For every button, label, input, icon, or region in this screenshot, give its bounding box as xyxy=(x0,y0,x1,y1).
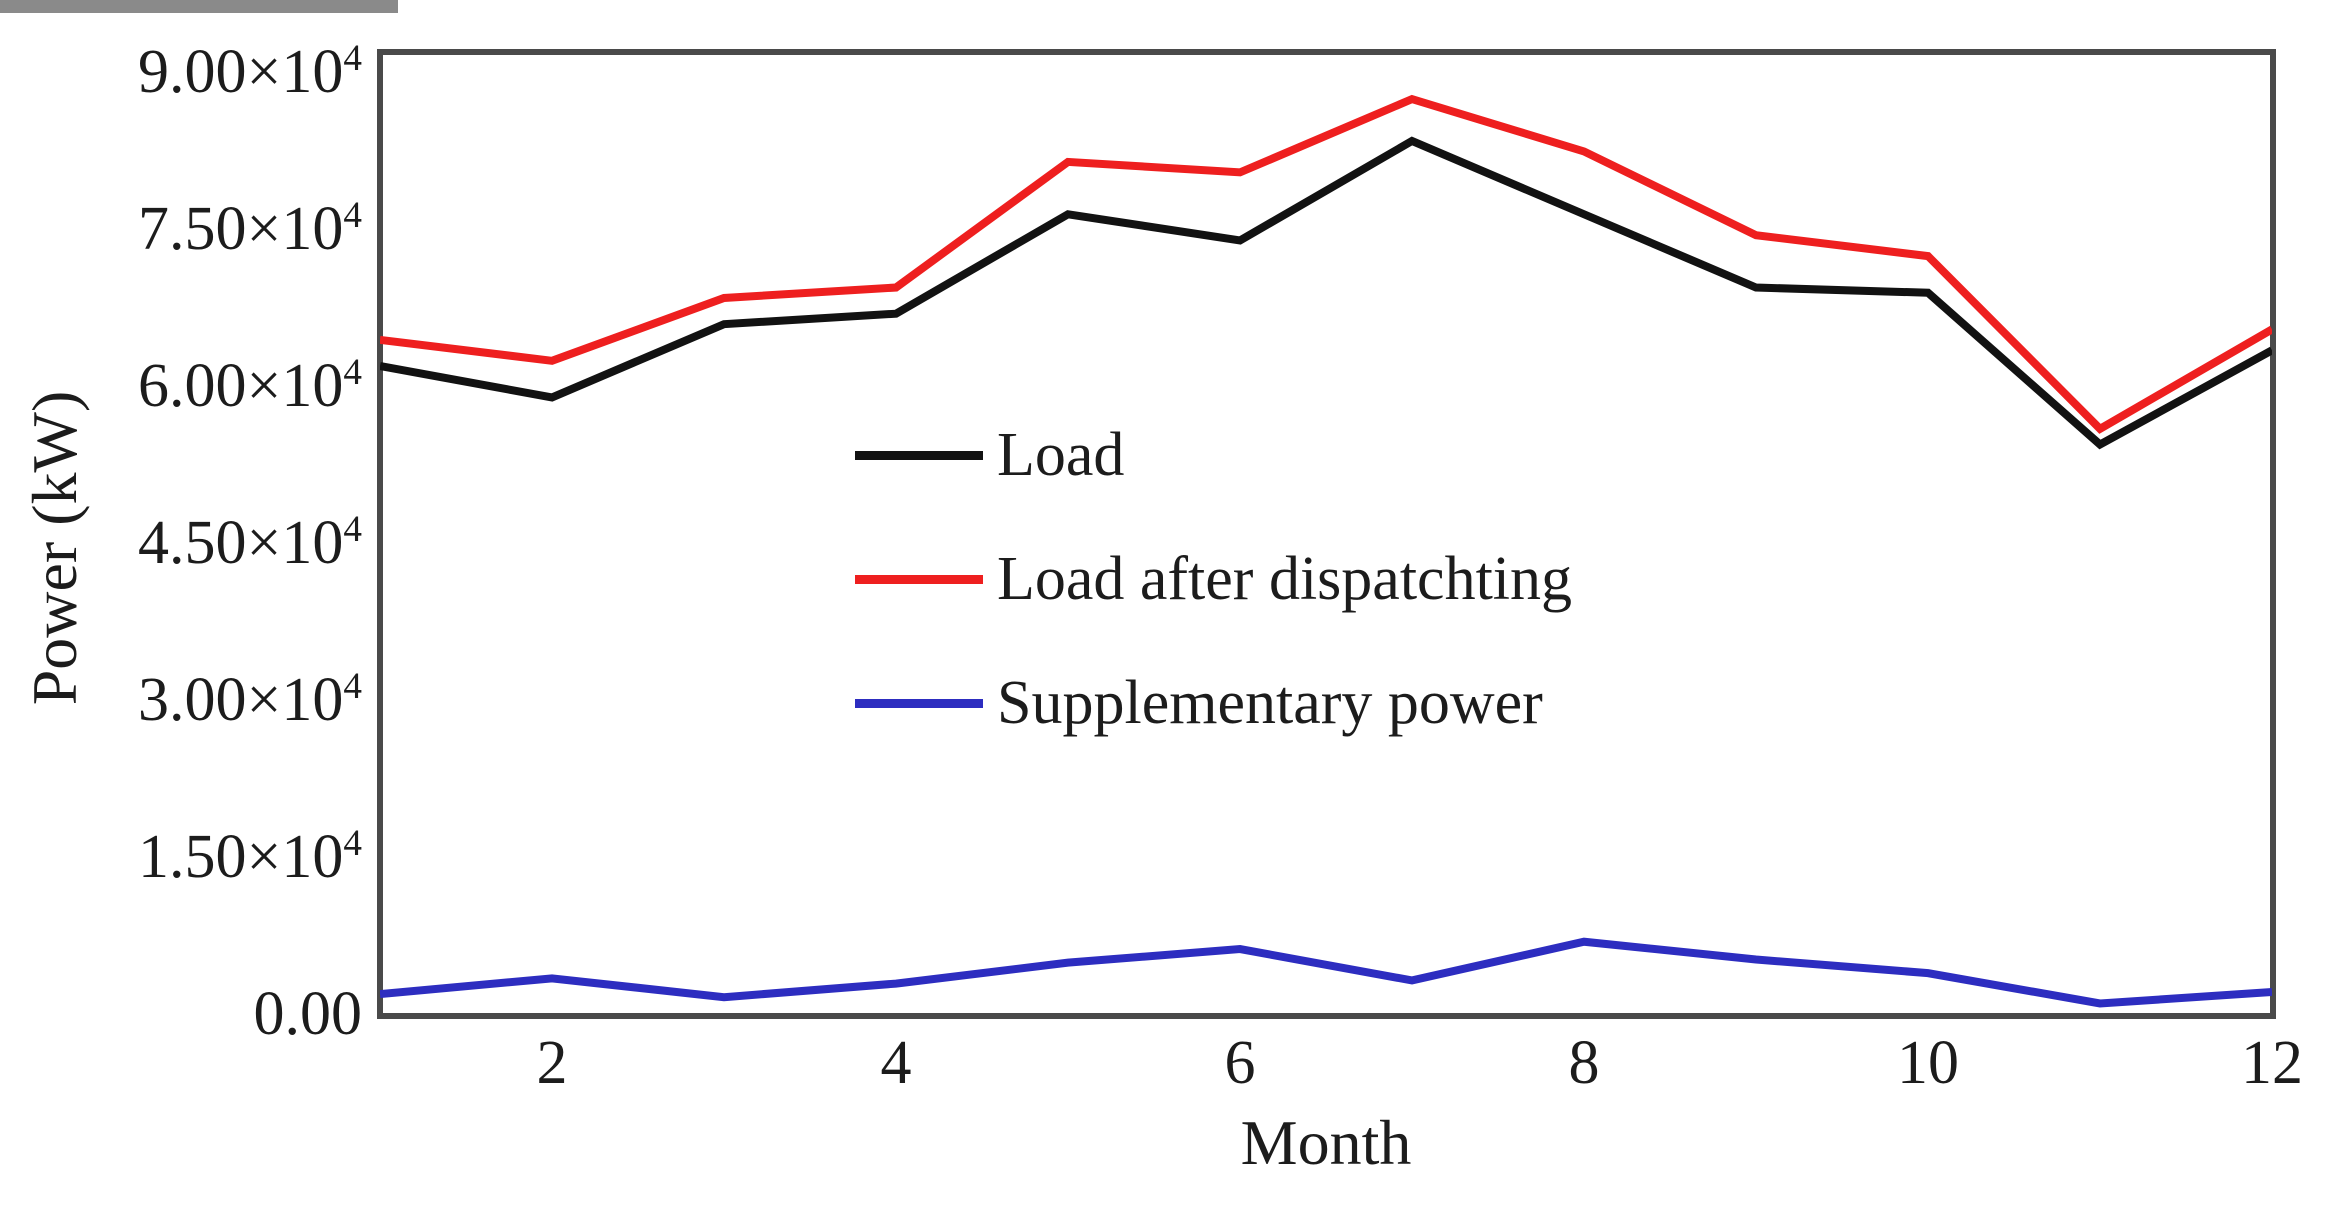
legend-item-supplementary-power: Supplementary power xyxy=(855,641,1572,765)
legend-swatch xyxy=(855,574,983,584)
y-tick-label: 0.00 xyxy=(253,979,363,1048)
y-tick-label: 3.00×104 xyxy=(137,665,362,734)
y-tick-label: 6.00×104 xyxy=(137,351,362,420)
y-tick-label: 7.50×104 xyxy=(137,194,362,263)
exponent: 4 xyxy=(343,509,362,551)
y-axis-title: Power (kW) xyxy=(19,390,90,706)
legend: Load Load after dispatchting Supplementary… xyxy=(855,393,1572,765)
x-axis-title: Month xyxy=(1240,1107,1412,1178)
x-tick-label: 12 xyxy=(2241,1029,2303,1097)
exponent: 4 xyxy=(343,195,362,237)
exponent: 4 xyxy=(343,38,362,80)
x-tick-label: 4 xyxy=(880,1029,912,1097)
screen-edge-artifact xyxy=(0,0,398,13)
exponent: 4 xyxy=(343,666,362,708)
exponent: 4 xyxy=(343,352,362,394)
legend-label: Supplementary power xyxy=(997,669,1543,737)
series-line-load-after-dispatchting xyxy=(380,94,2272,434)
legend-swatch xyxy=(855,450,983,460)
series-line-supplementary-power xyxy=(380,937,2272,1008)
x-tick-label: 2 xyxy=(536,1029,568,1097)
plot-frame xyxy=(377,49,2276,1019)
legend-item-load-after-dispatchting: Load after dispatchting xyxy=(855,517,1572,641)
x-tick-label: 8 xyxy=(1568,1029,1600,1097)
legend-swatch xyxy=(855,698,983,708)
y-tick-label: 1.50×104 xyxy=(137,822,362,891)
plot-area xyxy=(380,94,2272,1008)
legend-label: Load xyxy=(997,421,1125,489)
exponent: 4 xyxy=(343,823,362,865)
x-tick-label: 10 xyxy=(1897,1029,1959,1097)
x-tick-label: 6 xyxy=(1224,1029,1256,1097)
y-tick-label: 4.50×104 xyxy=(137,508,362,577)
legend-item-load: Load xyxy=(855,393,1572,517)
y-tick-label: 9.00×104 xyxy=(137,37,362,106)
legend-label: Load after dispatchting xyxy=(997,545,1573,613)
series-line-load xyxy=(380,136,2272,450)
